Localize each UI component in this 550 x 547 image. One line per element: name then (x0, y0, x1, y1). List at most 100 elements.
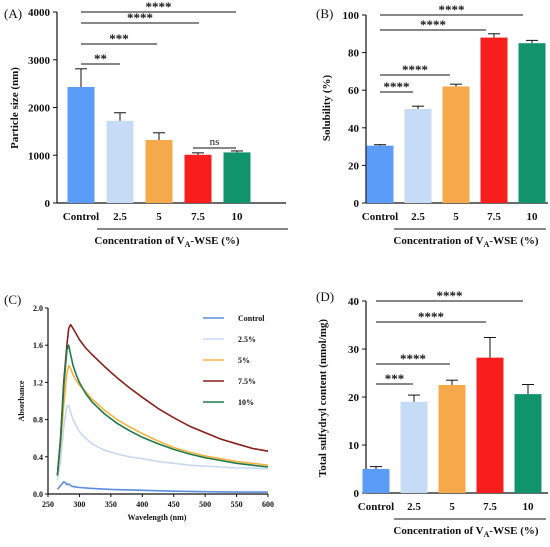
bar (514, 394, 542, 493)
x-axis-label: Concentration of VA-WSE (%) (393, 235, 539, 249)
bar (518, 43, 546, 204)
y-axis-label: Total sulfydryl content (nmol/mg) (317, 319, 329, 478)
y-tick-label: 20 (348, 160, 360, 172)
x-tick-label: 450 (168, 500, 180, 509)
x-tick-label: 400 (136, 500, 148, 509)
significance-label: **** (439, 2, 465, 17)
line-panel: (C) 0.0 0.4 0.8 1.2 1.6 2.0 250 300 350 400 450 500 5… (4, 292, 274, 522)
legend-label: 5% (238, 356, 250, 365)
x-axis-label: Concentration of VA-WSE (%) (393, 525, 539, 539)
x-tick-label: 2.5 (113, 211, 127, 223)
y-tick-label: 0 (354, 488, 360, 500)
panel-label: (A) (4, 6, 22, 21)
y-tick-label: 0.4 (33, 453, 43, 462)
significance-label: **** (146, 0, 172, 14)
x-tick-label: 7.5 (487, 211, 501, 223)
bar (476, 357, 504, 493)
x-tick-label: 600 (262, 500, 274, 509)
x-axis-label-subscript: A (484, 240, 490, 249)
y-tick-label: 20 (348, 392, 360, 404)
series-line (56, 364, 269, 476)
y-tick-label: 60 (348, 85, 360, 97)
panel-label: (D) (316, 289, 334, 304)
significance-label: **** (384, 79, 410, 94)
bar-panel-3: (D) 0 10 20 30 40 Total sulfydryl content (nmo… (316, 288, 548, 539)
x-tick-label: 10 (527, 211, 539, 223)
x-axis-label: Concentration of VA-WSE (%) (94, 235, 240, 249)
significance-label: ** (94, 51, 107, 66)
x-tick-label: 10 (232, 211, 244, 223)
x-tick-label: 10 (523, 501, 535, 513)
significance-label: **** (437, 288, 463, 303)
significance-label: **** (400, 351, 426, 366)
x-tick-label: Control (358, 501, 394, 513)
bar (223, 152, 251, 203)
x-tick-label: 550 (231, 500, 243, 509)
x-tick-label: 250 (42, 500, 54, 509)
bar-panel-1: (B) 0 20 40 60 80 100 Solubility (%) Control 2.5 5… (316, 2, 548, 249)
legend-label: 10% (238, 398, 254, 407)
x-axis-label-subscript: A (185, 240, 191, 249)
y-tick-label: 0 (354, 198, 360, 210)
bar (362, 469, 390, 493)
y-tick-label: 30 (348, 344, 360, 356)
x-axis-label-tail: -WSE (%) (489, 235, 539, 247)
y-tick-label: 0 (45, 198, 51, 210)
panel-label: (C) (4, 292, 21, 307)
y-tick-label: 2.0 (33, 304, 43, 313)
x-axis-label-main: Concentration of V (94, 235, 184, 247)
significance-label: **** (402, 62, 428, 77)
bar (145, 139, 173, 203)
x-tick-label: 300 (73, 500, 85, 509)
series-line (56, 404, 269, 481)
x-tick-label: 350 (105, 500, 117, 509)
significance-label: *** (385, 371, 405, 386)
legend-label: 7.5% (238, 377, 256, 386)
bar (480, 37, 508, 204)
x-tick-label: 7.5 (483, 501, 497, 513)
y-tick-label: 0.8 (33, 416, 43, 425)
y-tick-label: 2000 (28, 103, 51, 115)
y-tick-label: 1.2 (33, 378, 43, 387)
x-tick-label: Control (362, 211, 398, 223)
x-tick-label: 5 (156, 211, 162, 223)
x-axis-label: Wavelength (nm) (128, 513, 187, 522)
bar-panel-0: (A) 0 1000 2000 3000 4000 Particle size (nm) Co… (4, 0, 288, 249)
series-line (56, 481, 268, 493)
y-tick-label: 4000 (28, 7, 51, 19)
panel-label: (B) (316, 6, 333, 21)
y-tick-label: 1.6 (33, 341, 43, 350)
y-tick-label: 1000 (28, 150, 51, 162)
bar (106, 120, 134, 203)
y-tick-label: 40 (348, 123, 360, 135)
x-axis-label-tail: -WSE (%) (489, 525, 539, 537)
legend-label: 2.5% (238, 335, 256, 344)
significance-label: **** (418, 309, 444, 324)
significance-label: ns (210, 136, 220, 148)
x-tick-label: 7.5 (191, 211, 205, 223)
y-tick-label: 10 (348, 440, 360, 452)
x-tick-label: 2.5 (411, 211, 425, 223)
bar (67, 86, 95, 203)
y-axis-label: Solubility (%) (321, 75, 333, 142)
series-line (56, 344, 269, 476)
x-tick-label: Control (63, 211, 99, 223)
significance-label: **** (420, 17, 446, 32)
x-axis-label-main: Concentration of V (393, 525, 483, 537)
y-tick-label: 3000 (28, 55, 51, 67)
y-tick-label: 0.0 (33, 490, 43, 499)
y-tick-label: 100 (343, 10, 360, 22)
x-tick-label: 2.5 (407, 501, 421, 513)
x-tick-label: 5 (453, 211, 459, 223)
y-tick-label: 80 (348, 48, 360, 60)
bar (438, 385, 466, 493)
series-line (56, 323, 269, 476)
bar (366, 145, 394, 203)
legend-label: Control (238, 314, 265, 323)
significance-label: *** (109, 31, 129, 46)
x-axis-label-subscript: A (484, 530, 490, 539)
bar (442, 86, 470, 203)
y-axis-label: Particle size (nm) (9, 67, 21, 149)
